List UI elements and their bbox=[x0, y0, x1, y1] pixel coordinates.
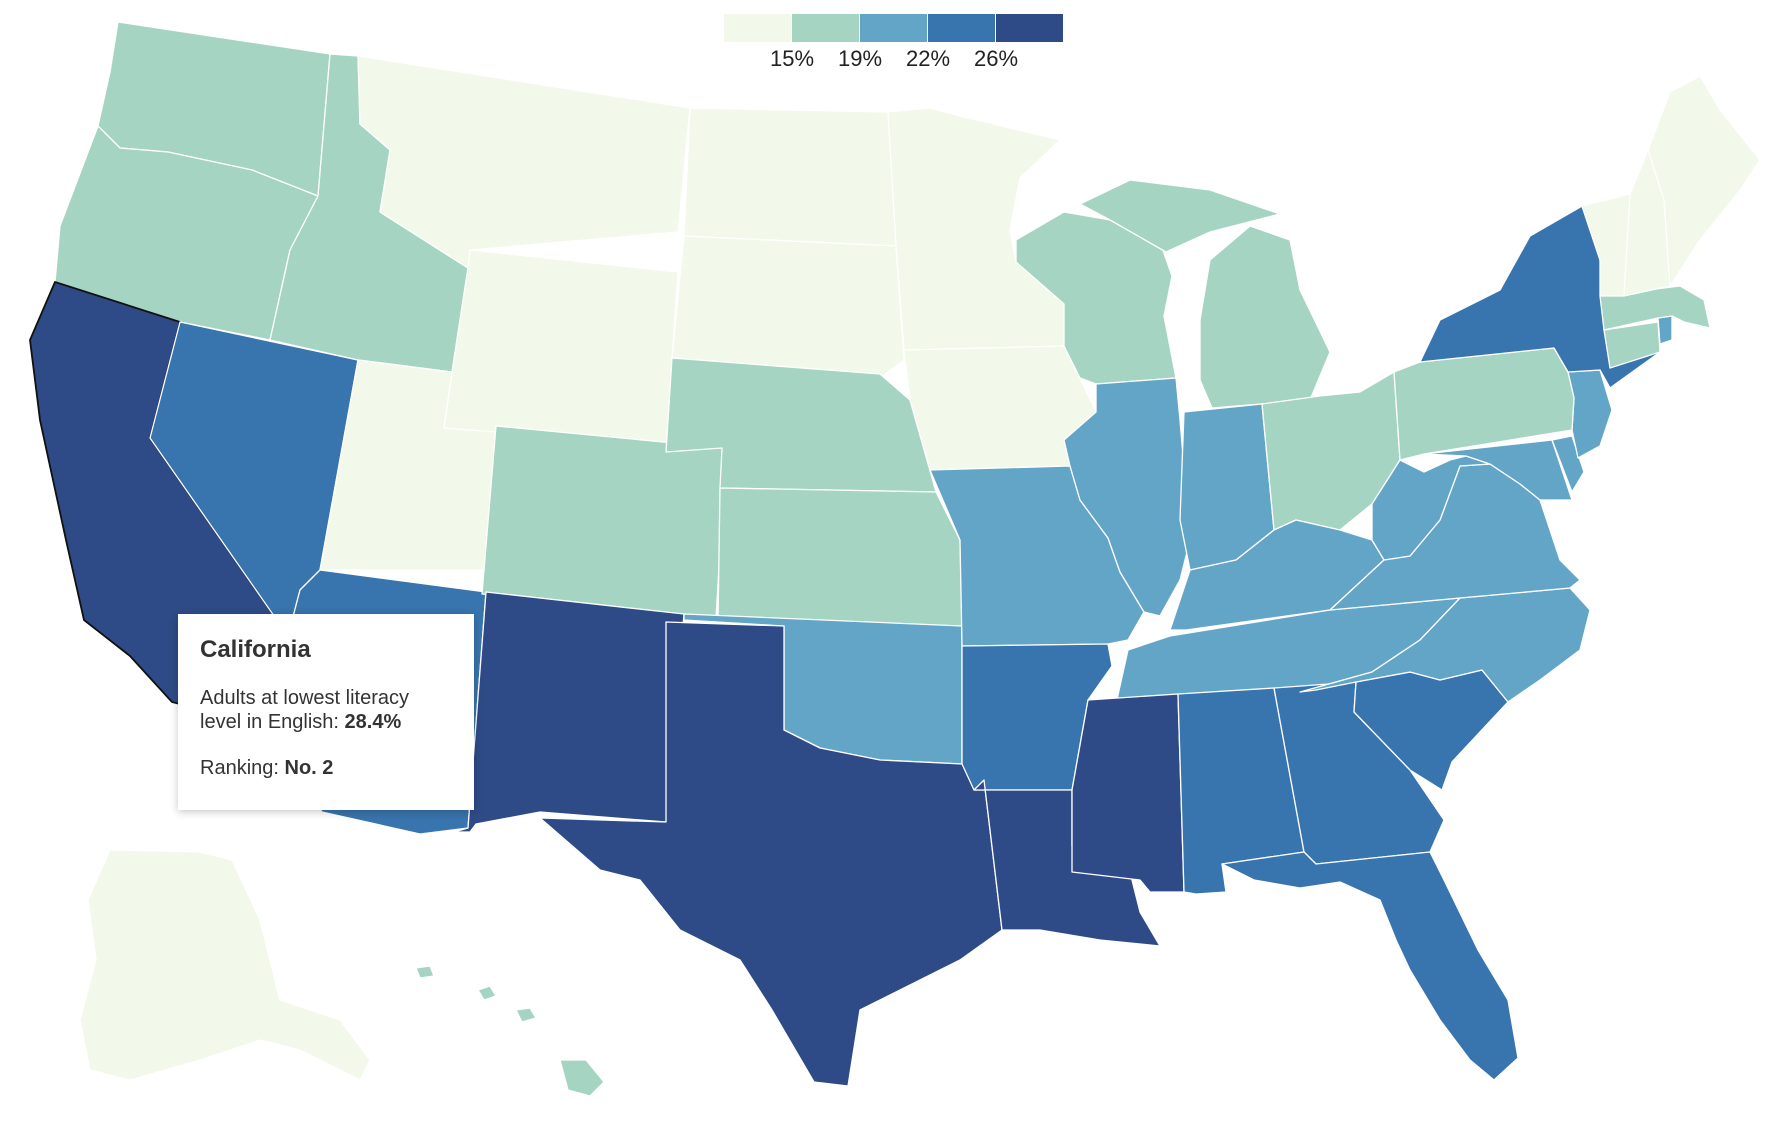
state-maine bbox=[1647, 75, 1761, 287]
tooltip-rank: Ranking: No. 2 bbox=[200, 756, 452, 780]
legend-swatches bbox=[724, 14, 1064, 42]
legend: 15% 19% 22% 26% bbox=[724, 14, 1064, 71]
state-kansas bbox=[717, 487, 963, 627]
state-illinois bbox=[1063, 377, 1191, 617]
state-new-mexico bbox=[453, 591, 685, 833]
legend-swatch bbox=[724, 14, 791, 42]
tooltip-metric-label: Adults at lowest literacy level in Engli… bbox=[200, 687, 409, 733]
state-north-carolina bbox=[1299, 587, 1591, 703]
state-hawaii-islands bbox=[415, 965, 537, 1023]
tooltip-metric: Adults at lowest literacy level in Engli… bbox=[200, 686, 452, 734]
legend-label: 22% bbox=[905, 46, 951, 71]
state-vermont bbox=[1581, 193, 1631, 297]
state-north-dakota bbox=[683, 107, 897, 247]
state-florida bbox=[1221, 851, 1519, 1081]
state-massachusetts bbox=[1599, 285, 1711, 331]
legend-label: 15% bbox=[769, 46, 815, 71]
tooltip-metric-value: 28.4% bbox=[344, 711, 402, 733]
legend-labels: 15% 19% 22% 26% bbox=[724, 42, 1064, 71]
state-new-jersey bbox=[1567, 369, 1613, 459]
state-michigan bbox=[1199, 225, 1331, 409]
state-hawaii bbox=[559, 1059, 605, 1097]
state-wyoming bbox=[443, 249, 679, 453]
state-south-dakota bbox=[671, 235, 905, 379]
state-michigan-up bbox=[1079, 179, 1281, 253]
tooltip-rank-label: Ranking: bbox=[200, 757, 285, 779]
state-connecticut bbox=[1603, 321, 1661, 369]
tooltip-state-name: California bbox=[200, 636, 311, 663]
legend-label: 26% bbox=[973, 46, 1019, 71]
state-mississippi bbox=[1071, 693, 1185, 893]
state-tooltip: California Adults at lowest literacy lev… bbox=[178, 614, 474, 810]
legend-label: 19% bbox=[837, 46, 883, 71]
legend-swatch bbox=[860, 14, 927, 42]
state-rhode-island bbox=[1657, 315, 1673, 345]
state-colorado bbox=[481, 425, 727, 619]
legend-swatch bbox=[792, 14, 859, 42]
state-texas bbox=[539, 621, 1003, 1087]
state-alaska bbox=[79, 849, 371, 1081]
state-west-virginia bbox=[1371, 455, 1491, 561]
tooltip-rank-value: No. 2 bbox=[284, 757, 334, 779]
state-minnesota bbox=[887, 107, 1065, 351]
legend-swatch bbox=[996, 14, 1063, 42]
legend-swatch bbox=[928, 14, 995, 42]
